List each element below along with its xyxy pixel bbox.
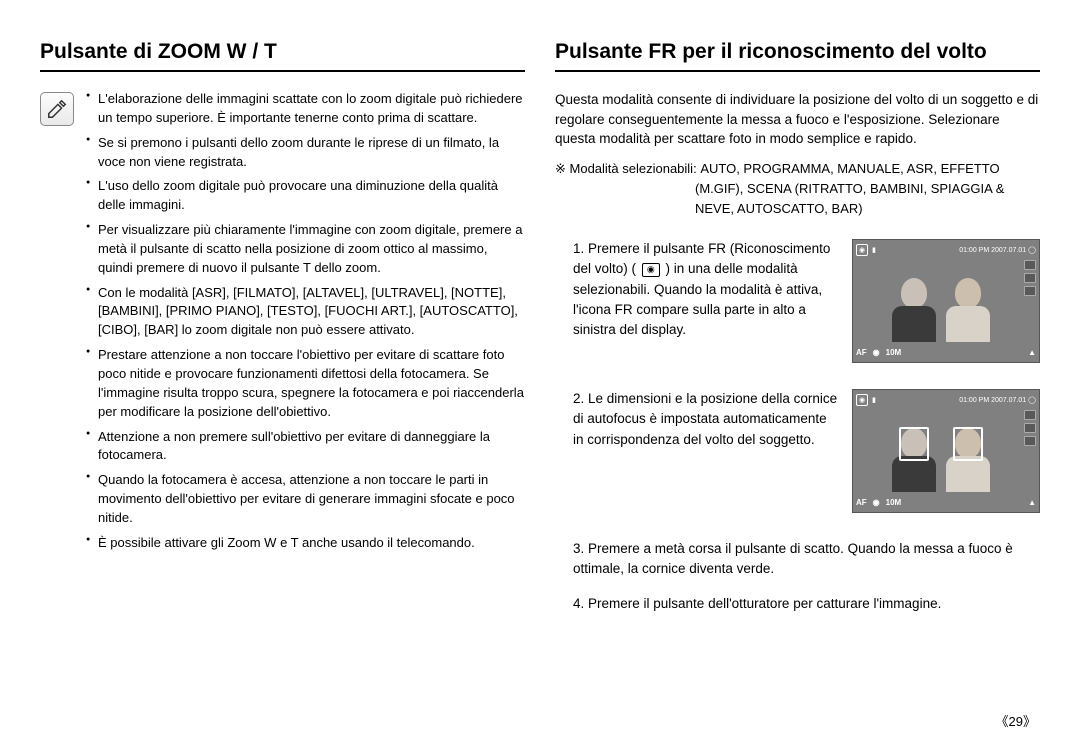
note-box: L'elaborazione delle immagini scattate c… <box>40 90 525 559</box>
step-2-row: 2. Le dimensioni e la posizione della co… <box>555 389 1040 513</box>
lcd-side-icons <box>1024 260 1036 296</box>
left-bullets: L'elaborazione delle immagini scattate c… <box>86 90 525 559</box>
modes-prefix: ※ Modalità selezionabili: <box>555 161 700 176</box>
note-pencil-icon <box>40 92 74 126</box>
lcd-timestamp: 01:00 PM 2007.07.01 <box>959 247 1026 254</box>
macro-icon: ▲ <box>1028 498 1036 507</box>
step-4-text: 4. Premere il pulsante dell'otturatore p… <box>555 594 1040 614</box>
camera-mode-icon: ◯ <box>1028 246 1036 254</box>
modes-line2: (M.GIF), SCENA (RITRATTO, BAMBINI, SPIAG… <box>555 179 1040 199</box>
lcd-people <box>863 412 1019 492</box>
person-1 <box>892 428 936 492</box>
bullet-item: L'elaborazione delle immagini scattate c… <box>86 90 525 128</box>
bullet-item: Attenzione a non premere sull'obiettivo … <box>86 428 525 466</box>
bullet-item: Con le modalità [ASR], [FILMATO], [ALTAV… <box>86 284 525 341</box>
step-3-text: 3. Premere a metà corsa il pulsante di s… <box>555 539 1040 580</box>
modes-line1: AUTO, PROGRAMMA, MANUALE, ASR, EFFETTO <box>700 161 999 176</box>
left-title: Pulsante di ZOOM W / T <box>40 40 525 72</box>
face-frame-2 <box>953 427 983 461</box>
battery-icon: ▮ <box>872 246 876 254</box>
bullet-item: È possibile attivare gli Zoom W e T anch… <box>86 534 525 553</box>
redeye-icon: ◉ <box>873 348 880 357</box>
person-1 <box>892 278 936 342</box>
bullet-item: L'uso dello zoom digitale può provocare … <box>86 177 525 215</box>
lcd-bottom-bar: AF ◉ 10M ▲ <box>856 345 1036 359</box>
redeye-icon: ◉ <box>873 498 880 507</box>
step-1-text: 1. Premere il pulsante FR (Riconosciment… <box>555 239 838 340</box>
bullet-item: Quando la fotocamera è accesa, attenzion… <box>86 471 525 528</box>
right-intro: Questa modalità consente di individuare … <box>555 90 1040 149</box>
battery-icon: ▮ <box>872 396 876 404</box>
bullet-item: Per visualizzare più chiaramente l'immag… <box>86 221 525 278</box>
person-2 <box>946 428 990 492</box>
lcd-preview-2: ◉ ▮ 01:00 PM 2007.07.01 ◯ AF ◉ 10M ▲ <box>852 389 1040 513</box>
left-column: Pulsante di ZOOM W / T L'elaborazione de… <box>40 40 525 628</box>
quality-label: 10M <box>886 498 902 507</box>
quality-label: 10M <box>886 348 902 357</box>
right-title: Pulsante FR per il riconoscimento del vo… <box>555 40 1040 72</box>
person-2 <box>946 278 990 342</box>
fr-status-icon: ◉ <box>856 394 868 406</box>
af-label: AF <box>856 498 867 507</box>
lcd-bottom-bar: AF ◉ 10M ▲ <box>856 495 1036 509</box>
bullet-item: Se si premono i pulsanti dello zoom dura… <box>86 134 525 172</box>
lcd-preview-1: ◉ ▮ 01:00 PM 2007.07.01 ◯ AF ◉ 10M ▲ <box>852 239 1040 363</box>
face-frame-1 <box>899 427 929 461</box>
fr-status-icon: ◉ <box>856 244 868 256</box>
lcd-timestamp: 01:00 PM 2007.07.01 <box>959 397 1026 404</box>
camera-mode-icon: ◯ <box>1028 396 1036 404</box>
macro-icon: ▲ <box>1028 348 1036 357</box>
lcd-top-bar: ◉ ▮ 01:00 PM 2007.07.01 ◯ <box>856 243 1036 257</box>
lcd-top-bar: ◉ ▮ 01:00 PM 2007.07.01 ◯ <box>856 393 1036 407</box>
af-label: AF <box>856 348 867 357</box>
step-2-text: 2. Le dimensioni e la posizione della co… <box>555 389 838 450</box>
fr-inline-icon: ◉ <box>642 263 660 277</box>
modes-line3: NEVE, AUTOSCATTO, BAR) <box>555 199 1040 219</box>
page-number: 《29》 <box>996 711 1036 730</box>
lcd-side-icons <box>1024 410 1036 446</box>
right-column: Pulsante FR per il riconoscimento del vo… <box>555 40 1040 628</box>
lcd-people <box>863 262 1019 342</box>
step-1-row: 1. Premere il pulsante FR (Riconosciment… <box>555 239 1040 363</box>
bullet-item: Prestare attenzione a non toccare l'obie… <box>86 346 525 421</box>
modes-list: ※ Modalità selezionabili: AUTO, PROGRAMM… <box>555 159 1040 219</box>
